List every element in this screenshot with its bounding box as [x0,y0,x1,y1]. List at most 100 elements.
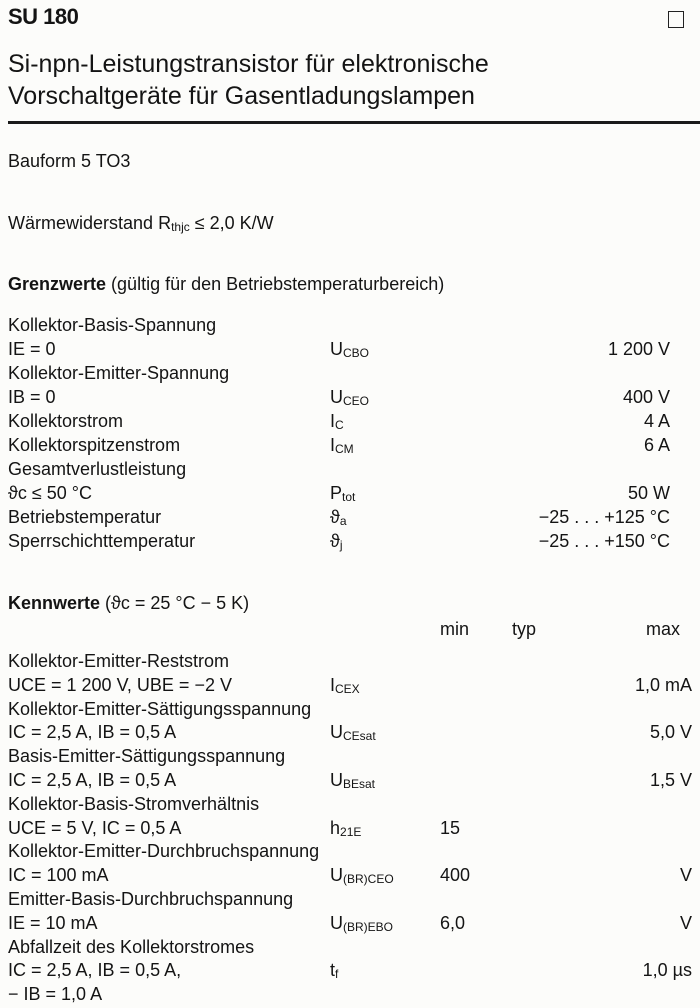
symbol: UCEsat [330,720,376,744]
line-text: ϑc ≤ 50 °C [8,483,92,503]
table-line: IC = 2,5 A, IB = 0,5 A UCEsat 5,0 V [8,720,698,744]
line-text: Kollektorstrom [8,411,124,431]
symbol: Ptot [330,481,355,505]
symbol-sub: C [335,418,344,432]
line-text: UCE = 5 V, IC = 0,5 A [8,817,182,838]
symbol-base: ϑ [330,531,340,551]
table-line: Kollektor-Emitter-Sättigungsspannung [8,697,698,721]
thermal-symbol: Rthjc [158,213,190,233]
symbol-sub: CEX [335,681,360,696]
line-text: Emitter-Basis-Durchbruchspannung [8,889,294,909]
value-max: 1,0 mA [634,674,692,695]
symbol-base: I [330,674,336,695]
symbol-sub: CBO [343,346,370,360]
line-text: IB = 0 [8,387,56,407]
symbol-sub: 21E [340,824,362,839]
value-val: 1 200 V [607,339,670,359]
thermal-resistance: Wärmewiderstand Rthjc ≤ 2,0 K/W [8,211,274,235]
value-min: 6,0 [440,912,466,933]
symbol-base: R [158,213,172,233]
line-text: Basis-Emitter-Sättigungsspannung [8,746,286,767]
symbol-base: U [330,722,343,743]
table-line: IE = 10 mA U(BR)EBO 6,0 V [8,911,698,935]
symbol-sub: tot [342,490,356,504]
symbol-base: I [330,435,336,455]
col-max: max [645,619,680,639]
symbol-base: U [330,865,343,886]
col-min: min [440,619,470,639]
symbol-base: U [330,912,343,933]
line-text: IE = 0 [8,339,56,359]
table-line: Kollektorspitzenstrom ICM 6 A [8,433,698,457]
symbol-base: U [330,339,343,359]
value-min: 15 [440,817,461,838]
symbol-sub: j [339,538,343,552]
symbol: tf [330,958,338,982]
line-text: Kollektor-Basis-Stromverhältnis [8,793,260,814]
table-line: Kollektor-Emitter-Reststrom [8,649,698,673]
line-text: Kollektor-Basis-Spannung [8,315,217,335]
value-val: 400 V [622,387,670,407]
symbol-base: I [330,411,336,431]
symbol-sub: CEsat [343,729,376,744]
line-text: IC = 2,5 A, IB = 0,5 A [8,770,177,790]
table-line: Emitter-Basis-Durchbruchspannung [8,887,698,911]
table-line: UCE = 1 200 V, UBE = −2 V ICEX 1,0 mA [8,673,698,697]
table-line: Betriebstemperatur ϑa −25 . . . +125 °C [8,505,698,529]
line-text: UCE = 1 200 V, UBE = −2 V [8,674,232,695]
symbol: ϑj [330,529,343,553]
divider [8,121,700,124]
line-text: Abfallzeit des Kollektorstromes [8,936,255,957]
table-line: IB = 0 UCEO 400 V [8,385,698,409]
value-max: V [679,912,692,933]
value-val: 6 A [643,435,670,455]
value-max: 1,0 µs [642,960,692,981]
symbol: U(BR)CEO [330,863,394,887]
symbol: ICM [330,433,354,457]
characteristics-heading-bold: Kennwerte [8,593,101,613]
line-text: Betriebstemperatur [8,507,162,527]
table-line: IC = 100 mA U(BR)CEO 400 V [8,863,698,887]
line-text: IC = 100 mA [8,865,109,886]
symbol-base: h [330,817,341,838]
table-line: Kollektorstrom IC 4 A [8,409,698,433]
table-line: Kollektor-Basis-Spannung [8,313,698,337]
value-max: 1,5 V [649,770,692,790]
line-text: Sperrschichttemperatur [8,531,196,551]
table-line: ϑc ≤ 50 °C Ptot 50 W [8,481,698,505]
table-line: Kollektor-Emitter-Spannung [8,361,698,385]
value-val: −25 . . . +125 °C [538,507,670,527]
table-line: Abfallzeit des Kollektorstromes [8,935,698,959]
table-line: Gesamtverlustleistung [8,457,698,481]
symbol-base: U [330,387,343,407]
package-info: Bauform 5 TO3 [8,151,131,171]
symbol-sub: a [339,514,347,528]
line-text: Kollektorspitzenstrom [8,435,181,455]
value-val: 4 A [643,411,670,431]
table-line: IC = 2,5 A, IB = 0,5 A UBEsat 1,5 V [8,768,698,792]
checkbox[interactable] [668,11,684,28]
table-line: Basis-Emitter-Sättigungsspannung [8,744,698,768]
thermal-label: Wärmewiderstand [8,213,154,233]
table-line: Sperrschichttemperatur ϑj −25 . . . +150 °… [8,529,698,553]
line-text: Kollektor-Emitter-Sättigungsspannung [8,698,312,719]
col-typ: typ [512,619,537,639]
symbol: U(BR)EBO [330,911,393,935]
symbol: ICEX [330,673,360,697]
symbol-sub: BEsat [343,777,376,791]
symbol-base: P [330,483,343,503]
table-line: Kollektor-Emitter-Durchbruchspannung [8,839,698,863]
symbol-sub: (BR)EBO [343,919,394,934]
column-headers: min typ max [8,617,698,641]
thermal-value: ≤ 2,0 K/W [194,213,274,233]
limits-heading-rest: (gültig für den Betriebstemperaturbereic… [106,274,445,294]
table-line: UCE = 5 V, IC = 0,5 A h21E 15 [8,816,698,840]
line-text: Kollektor-Emitter-Reststrom [8,651,230,671]
symbol: UCEO [330,385,369,409]
limits-heading-bold: Grenzwerte [8,274,107,294]
value-max: 5,0 V [649,722,692,743]
symbol-sub: (BR)CEO [343,872,394,887]
line-text: − IB = 1,0 A [8,984,103,1005]
symbol-sub: f [335,967,339,982]
symbol: ϑa [330,505,347,529]
